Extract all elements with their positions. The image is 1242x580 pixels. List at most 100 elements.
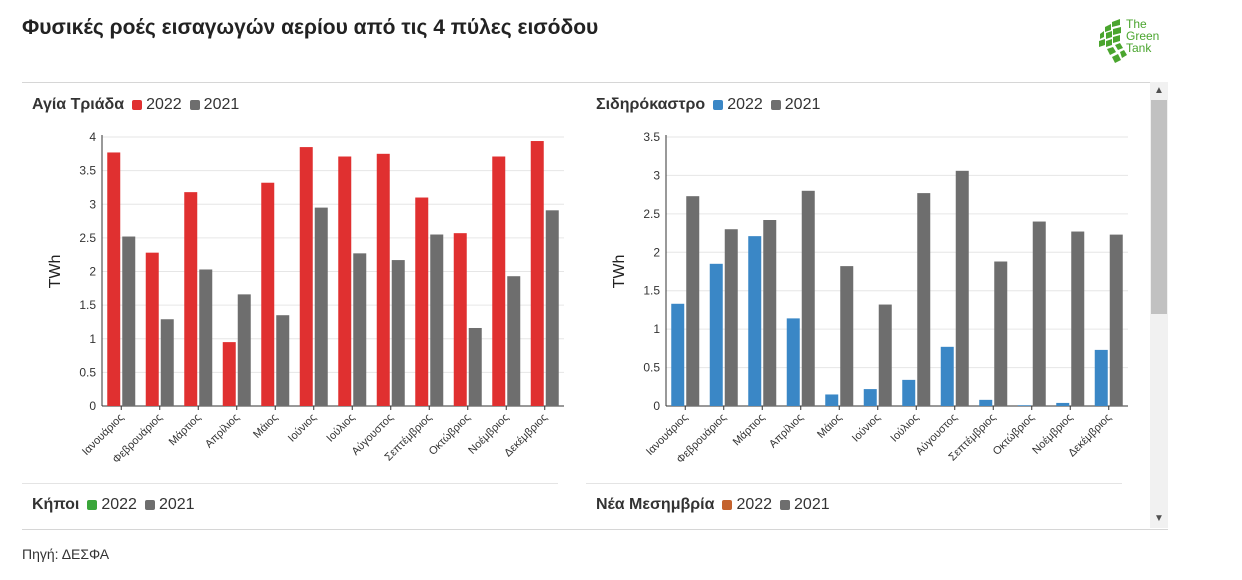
legend-nea-mesimvria: Νέα Μεσημβρία 2022 2021: [596, 496, 838, 514]
bar-2022[interactable]: [1094, 349, 1108, 406]
bar-2021[interactable]: [199, 269, 213, 406]
bar-2022[interactable]: [671, 303, 685, 406]
green-tank-logo: [1099, 19, 1127, 63]
bar-2021[interactable]: [430, 234, 444, 406]
bar-2022[interactable]: [825, 394, 839, 406]
y-tick-label: 0: [653, 399, 660, 413]
bar-2022[interactable]: [184, 192, 198, 406]
legend-swatch-2022: [87, 500, 98, 510]
bar-2021[interactable]: [878, 304, 892, 406]
bar-2022[interactable]: [261, 182, 275, 406]
bar-2021[interactable]: [545, 210, 559, 406]
legend-label-2021: 2021: [794, 496, 830, 513]
source-note: Πηγή: ΔΕΣΦΑ: [22, 546, 110, 562]
bar-2021[interactable]: [955, 170, 969, 406]
legend-label-2022: 2022: [146, 96, 182, 113]
bar-2021[interactable]: [276, 315, 290, 406]
bar-2022[interactable]: [376, 153, 390, 406]
bar-2022[interactable]: [709, 263, 723, 406]
legend-swatch-2021: [189, 100, 200, 110]
bar-2022[interactable]: [107, 152, 121, 406]
bar-2022[interactable]: [940, 346, 954, 406]
bar-2021[interactable]: [1109, 234, 1123, 406]
y-axis-label: TWh: [47, 255, 64, 289]
bar-2021[interactable]: [763, 220, 777, 406]
scrollbar-thumb[interactable]: [1151, 100, 1167, 314]
bar-2022[interactable]: [222, 342, 236, 406]
y-tick-label: 3: [653, 168, 660, 182]
legend-swatch-2022: [713, 100, 724, 110]
x-tick-label: Μάιος: [251, 412, 280, 441]
page-title: Φυσικές ροές εισαγωγών αερίου από τις 4 …: [22, 16, 599, 39]
bar-2021[interactable]: [122, 236, 136, 406]
legend-swatch-2021: [780, 500, 791, 510]
chart-sidirokastro: 00.511.522.533.5TWhΙανουάριοςΦεβρουάριος…: [611, 130, 1128, 466]
bar-2021[interactable]: [724, 229, 738, 406]
bar-2022[interactable]: [492, 156, 506, 406]
bar-2022[interactable]: [748, 236, 762, 406]
x-tick-label: Απρίλιος: [203, 412, 242, 451]
bar-2022[interactable]: [1017, 405, 1031, 406]
bar-2021[interactable]: [391, 260, 405, 406]
legend-label-2021: 2021: [203, 96, 240, 113]
chart-agia-triada: 00.511.522.533.54TWhΙανουάριοςΦεβρουάριο…: [47, 130, 564, 466]
scroll-up-arrow-icon[interactable]: ▲: [1154, 85, 1164, 96]
y-tick-label: 1.5: [79, 298, 96, 312]
y-tick-label: 0.5: [643, 361, 660, 375]
chart-title-nea-mesimvria: Νέα Μεσημβρία: [596, 496, 715, 513]
row-separator: [22, 483, 558, 484]
bar-2021[interactable]: [314, 207, 328, 406]
y-tick-label: 1: [653, 322, 660, 336]
bar-2022[interactable]: [145, 252, 159, 406]
bar-2022[interactable]: [1056, 402, 1070, 406]
x-tick-label: Ιούλιος: [888, 412, 921, 445]
x-tick-label: Οκτώβριος: [427, 412, 473, 458]
bar-2021[interactable]: [1032, 221, 1046, 406]
bar-2022[interactable]: [902, 379, 916, 406]
bar-2021[interactable]: [1071, 231, 1085, 406]
bar-2021[interactable]: [801, 190, 815, 406]
bar-2022[interactable]: [979, 399, 993, 406]
x-tick-label: Μάιος: [815, 412, 844, 441]
legend-swatch-2022: [722, 500, 733, 510]
y-axis-label: TWh: [611, 255, 628, 289]
bar-2021[interactable]: [917, 193, 931, 406]
x-tick-label: Ιούνιος: [286, 412, 319, 445]
bar-2021[interactable]: [468, 327, 482, 406]
bar-2021[interactable]: [686, 196, 700, 406]
x-tick-label: Μάρτιος: [731, 412, 768, 449]
y-tick-label: 2.5: [643, 207, 660, 221]
bar-2021[interactable]: [994, 261, 1008, 406]
y-tick-label: 3.5: [79, 164, 96, 178]
legend-label-2022: 2022: [727, 96, 763, 113]
legend-label-2021: 2021: [158, 496, 195, 513]
legend-label-2021: 2021: [784, 96, 821, 113]
y-tick-label: 3.5: [643, 130, 660, 144]
bar-2022[interactable]: [530, 141, 544, 406]
x-tick-label: Ιούνιος: [850, 412, 883, 445]
legend-label-2022: 2022: [736, 496, 773, 513]
bar-2022[interactable]: [415, 197, 429, 406]
bar-2022[interactable]: [338, 156, 352, 406]
y-tick-label: 2: [89, 265, 96, 279]
bar-2021[interactable]: [840, 266, 854, 406]
row-separator: [586, 483, 1122, 484]
x-tick-label: Ιούλιος: [324, 412, 357, 445]
x-tick-label: Μάρτιος: [167, 412, 204, 449]
legend-swatch-2021: [144, 500, 155, 510]
bar-2022[interactable]: [453, 233, 467, 406]
bar-2021[interactable]: [160, 319, 174, 406]
scroll-down-arrow-icon[interactable]: ▼: [1154, 513, 1164, 524]
bar-2021[interactable]: [507, 276, 521, 406]
bar-2022[interactable]: [786, 318, 800, 406]
bar-2021[interactable]: [237, 294, 251, 406]
bar-2022[interactable]: [299, 147, 313, 406]
bar-2022[interactable]: [863, 389, 877, 406]
charts-scroll-area[interactable]: Αγία Τριάδα 2022 2021 Σιδηρόκαστρο 2022 …: [22, 82, 1168, 530]
bar-2021[interactable]: [353, 253, 367, 406]
y-tick-label: 2.5: [79, 231, 96, 245]
chart-title-kipoi: Κήποι: [32, 496, 80, 513]
x-tick-label: Οκτώβριος: [991, 412, 1037, 458]
chart-title-agia-triada: Αγία Τριάδα: [32, 96, 125, 113]
chart-title-sidirokastro: Σιδηρόκαστρο: [596, 96, 706, 113]
